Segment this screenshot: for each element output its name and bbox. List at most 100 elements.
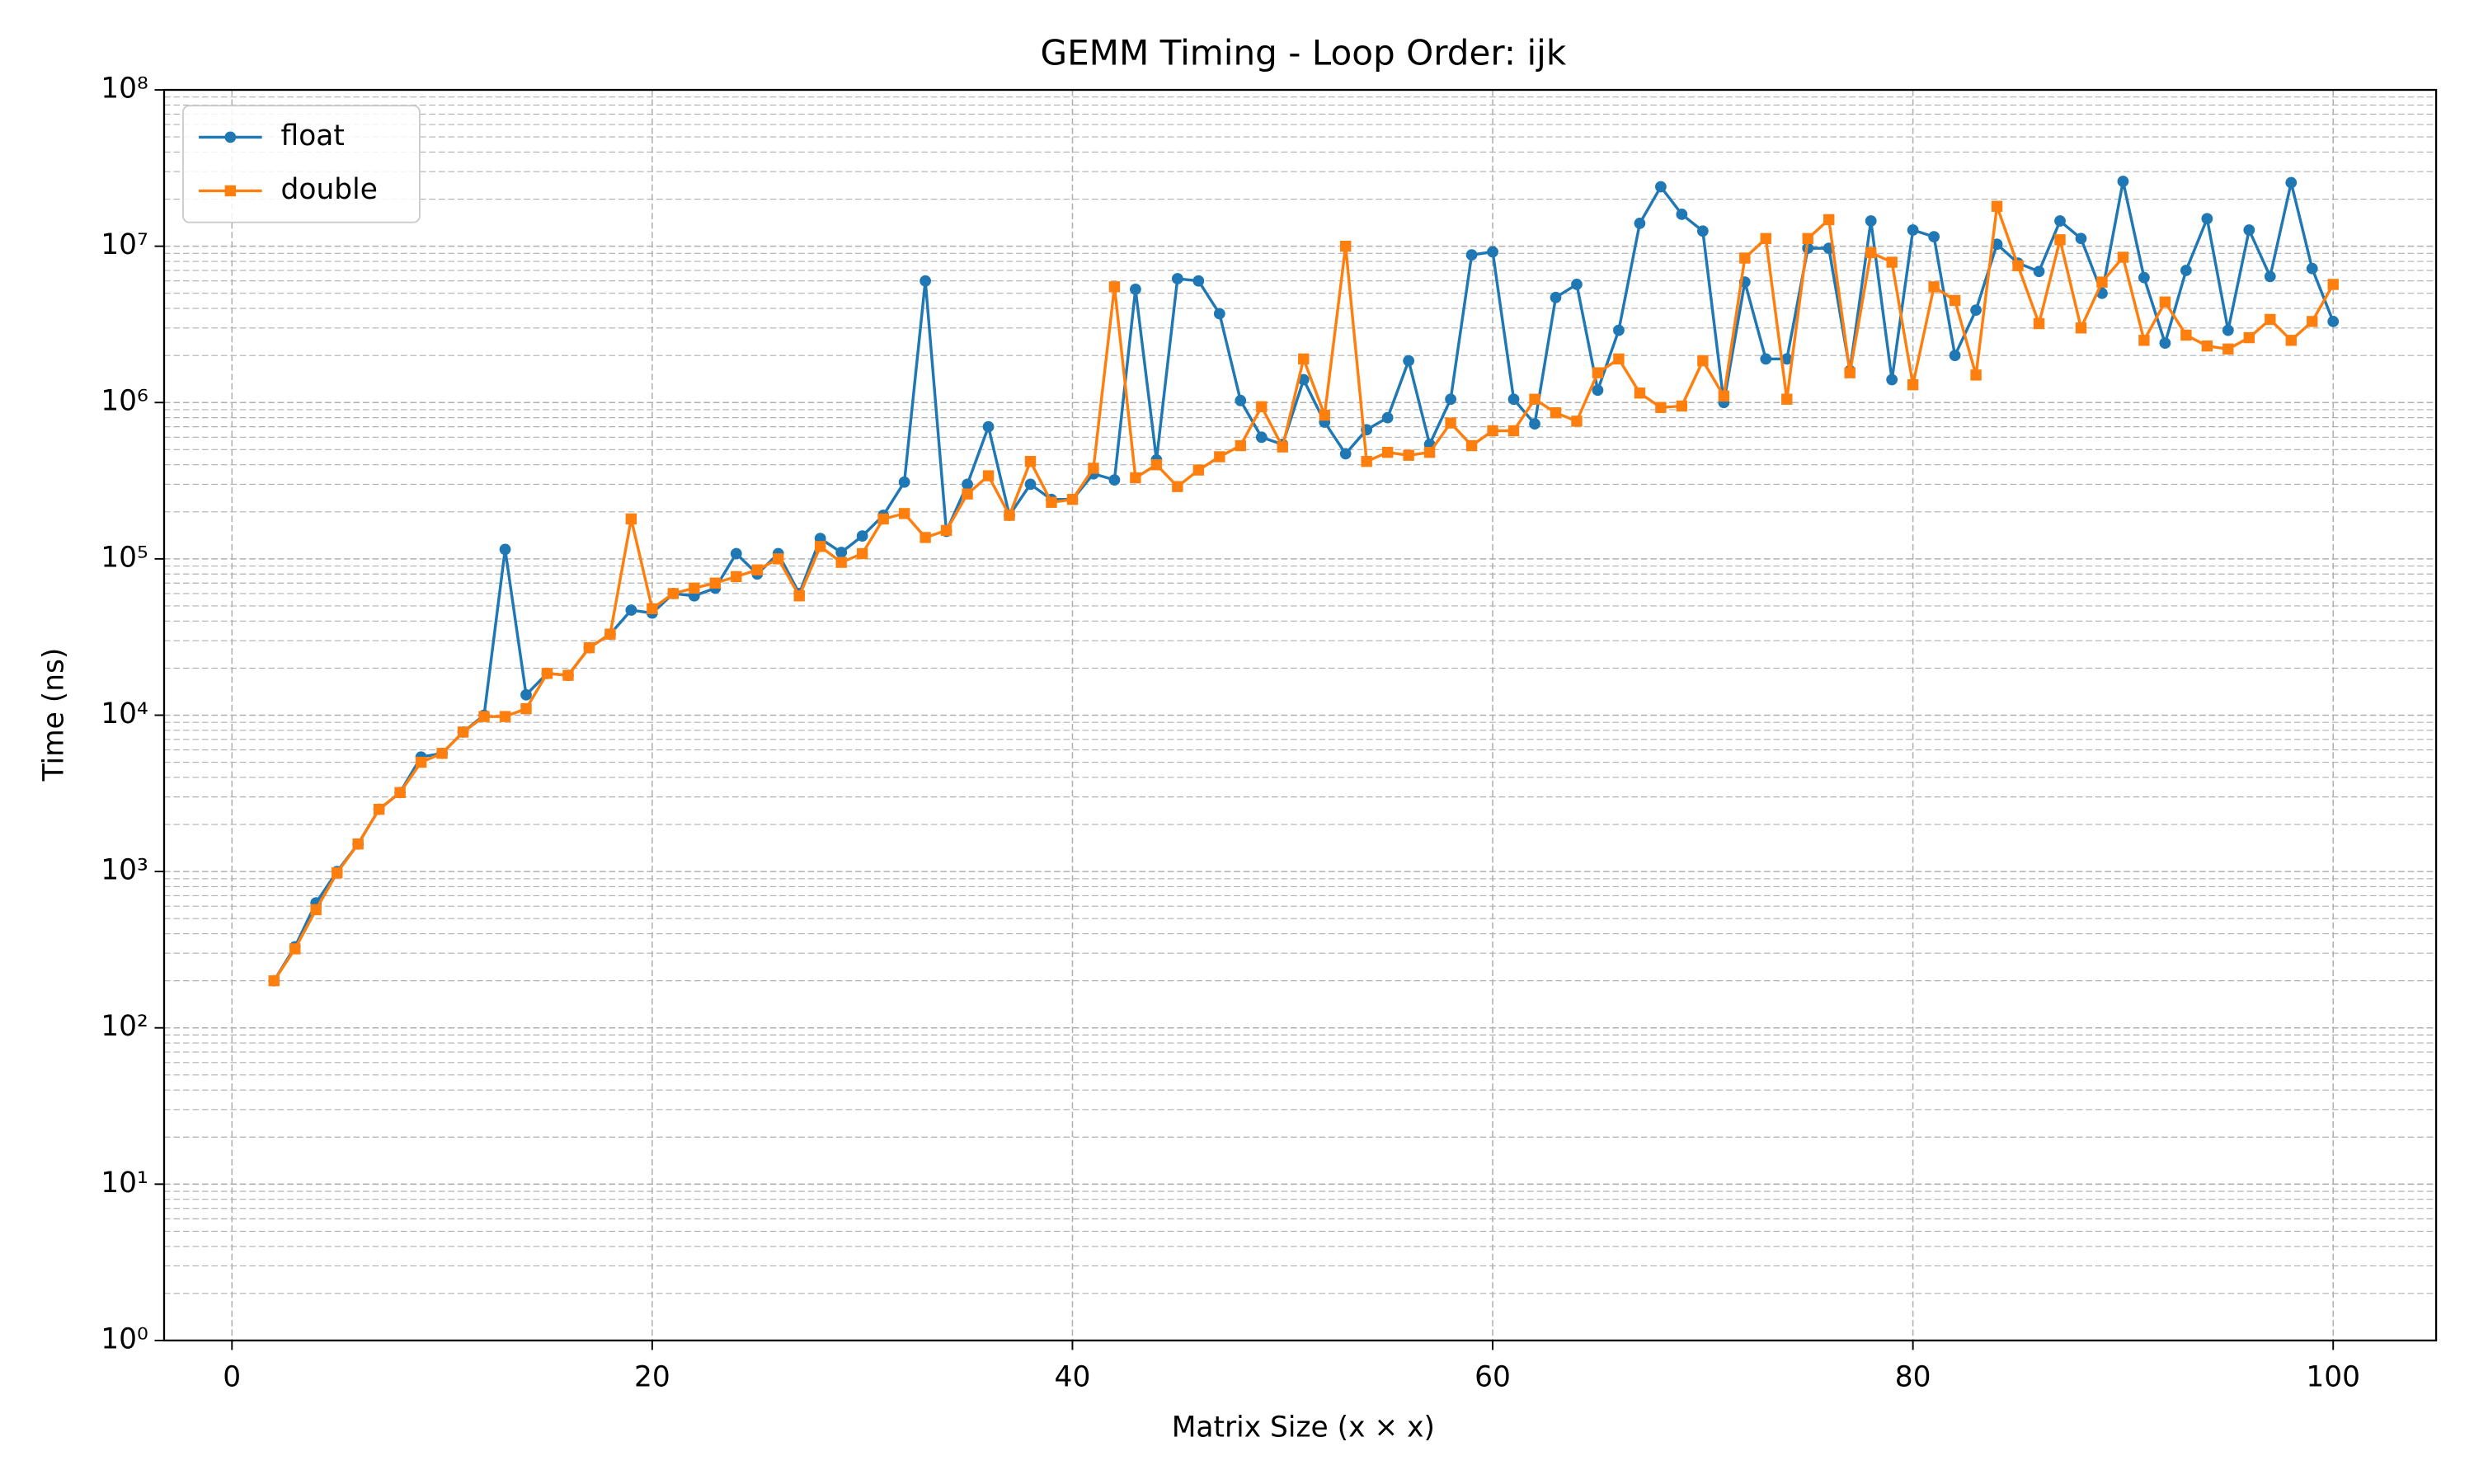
data-point [1339,240,1352,252]
data-point [1676,209,1688,220]
data-point [1550,291,1562,303]
x-tick-label: 20 [634,1360,670,1393]
data-point [625,604,637,616]
legend-box [181,105,421,223]
data-point [2243,224,2255,236]
data-point [499,543,511,556]
x-tick-label: 60 [1475,1360,1511,1393]
data-point [1507,425,1520,437]
data-point [920,532,931,543]
data-point [1949,350,1961,362]
y-tick-label: 10⁵ [101,541,148,574]
data-point [1024,455,1037,467]
data-point [1381,411,1394,424]
data-point [898,508,910,519]
data-point [1634,218,1646,229]
data-point [1024,478,1037,491]
legend-label: float [281,120,345,153]
data-point [1696,225,1709,237]
data-point [2117,251,2129,263]
data-point [457,726,469,738]
data-point [2306,262,2318,275]
data-point [1361,455,1372,467]
data-point [689,582,700,594]
data-point [2054,234,2066,246]
data-point [731,571,742,583]
data-point [1255,431,1268,444]
data-point [2327,279,2339,290]
data-point [1760,353,1772,365]
data-point [1529,418,1540,430]
data-point [1886,256,1898,268]
data-point [730,547,742,560]
data-point [751,564,763,575]
data-point [2307,316,2318,327]
data-point [289,943,301,955]
data-point [1865,247,1877,259]
data-point [1487,425,1498,437]
data-point [2117,176,2129,187]
data-point [1130,472,1141,484]
data-point [2012,260,2024,272]
data-point [499,711,511,722]
data-point [1844,367,1856,378]
data-point [1760,232,1771,245]
data-point [709,577,722,589]
data-point [835,547,848,558]
data-point [667,588,680,599]
data-point [2180,265,2192,276]
data-point [583,641,595,654]
data-point [1529,393,1540,405]
data-point [541,668,553,679]
data-point [1213,308,1225,320]
data-point [647,603,658,615]
data-point [394,787,406,799]
data-point [1066,494,1079,505]
data-point [1235,439,1246,452]
data-point [2201,340,2213,352]
data-point [982,420,995,433]
data-point [2327,316,2340,327]
data-point [877,513,889,525]
y-tick-label: 10⁰ [101,1322,148,1355]
data-point [2159,296,2171,308]
data-point [1108,281,1121,293]
y-tick-label: 10⁴ [101,697,148,730]
data-point [1487,246,1498,258]
legend-marker [224,185,237,197]
x-tick-label: 100 [2306,1360,2360,1393]
data-point [1256,401,1268,413]
data-point [1907,378,1919,391]
data-point [1928,281,1940,293]
data-point [1613,353,1625,365]
data-point [2159,337,2171,350]
data-point [2285,335,2297,346]
data-point [1319,409,1330,421]
data-point [1949,294,1961,307]
data-point [2201,213,2213,225]
data-point [835,556,847,568]
data-point [1970,369,1982,381]
data-point [2054,215,2066,227]
data-point [1507,393,1520,406]
data-point [1445,393,1456,406]
data-point [856,530,868,542]
data-point [1970,304,1982,317]
data-point [2180,329,2192,341]
data-point [2075,232,2087,245]
data-point [268,974,280,987]
y-tick-label: 10⁶ [101,385,148,418]
data-point [1465,439,1478,452]
data-point [1865,215,1877,227]
data-point [1130,284,1141,295]
data-point [1403,449,1414,461]
data-point [1781,393,1793,405]
data-point [2033,265,2045,278]
data-point [1445,417,1456,429]
data-point [604,628,616,640]
data-point [1802,232,1813,245]
data-point [625,513,637,525]
data-point [1739,252,1751,264]
data-point [1592,384,1604,397]
